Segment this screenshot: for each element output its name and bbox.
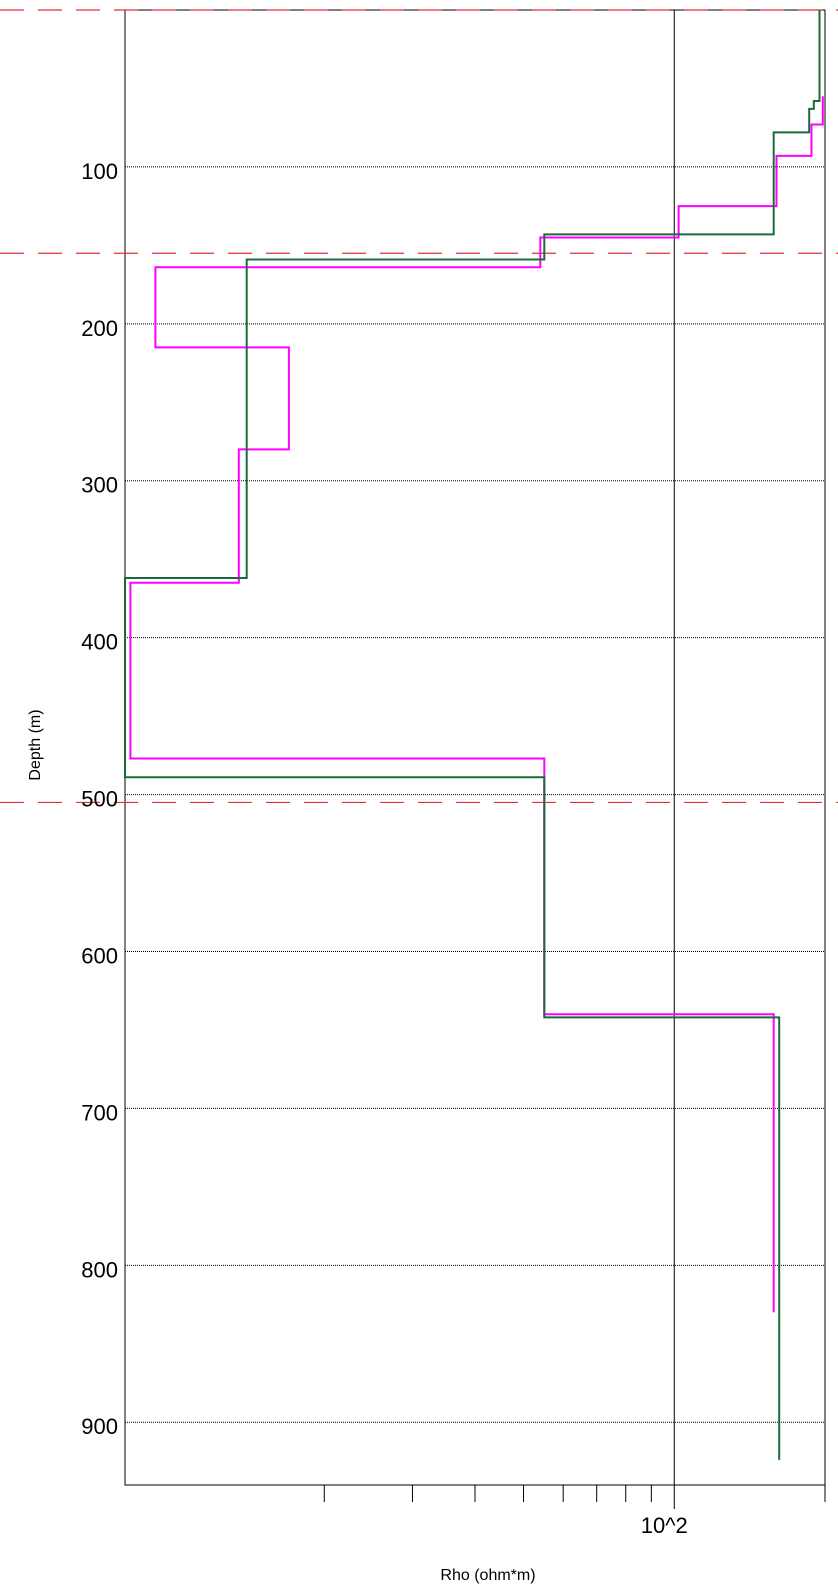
- y-axis-title: Depth (m): [27, 709, 44, 780]
- y-tick-label: 500: [81, 787, 118, 812]
- y-tick-label: 300: [81, 473, 118, 498]
- y-tick-label: 900: [81, 1414, 118, 1439]
- y-tick-label: 700: [81, 1100, 118, 1125]
- x-axis-title: Rho (ohm*m): [440, 1567, 535, 1584]
- grid-layer: [125, 10, 825, 1485]
- series-green-line: [124, 10, 821, 1460]
- y-tick-label: 800: [81, 1257, 118, 1282]
- y-tick-label: 400: [81, 630, 118, 655]
- plot-frame: [124, 9, 826, 1486]
- tick-labels: 100 200 300 400 500 600 700 800 900 10^2: [81, 159, 687, 1538]
- y-tick-label: 100: [81, 159, 118, 184]
- series-layer: [124, 10, 824, 1460]
- y-tick-label: 600: [81, 943, 118, 968]
- series-magenta-line: [129, 96, 824, 1313]
- y-tick-label: 200: [81, 316, 118, 341]
- tick-layer: [323, 1485, 826, 1509]
- x-tick-label: 10^2: [641, 1513, 688, 1538]
- reference-lines: [0, 9, 838, 804]
